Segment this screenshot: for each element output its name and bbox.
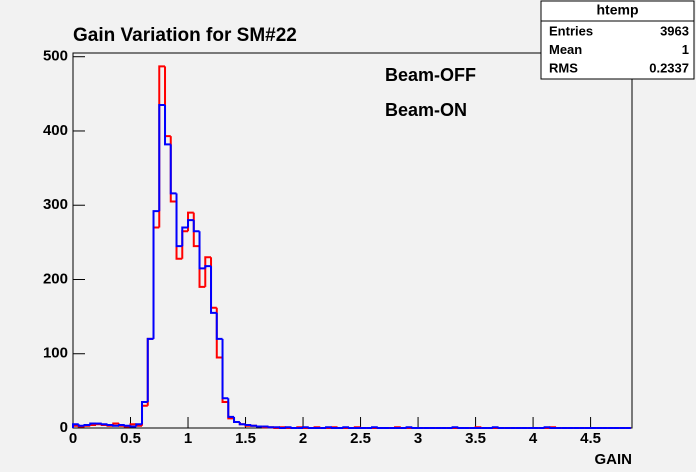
x-tick-label: 2.5 <box>350 430 371 447</box>
histogram-bin <box>549 427 557 429</box>
histogram-bin <box>221 338 229 400</box>
histogram-bin <box>279 427 286 429</box>
plot-frame <box>72 52 633 429</box>
histogram-bin <box>342 426 350 429</box>
histogram-bin <box>198 231 206 270</box>
histogram-bin <box>325 426 332 429</box>
histogram-bin <box>83 424 91 427</box>
histogram-bin <box>330 427 338 429</box>
histogram-bin <box>302 426 309 429</box>
histogram-bin <box>100 423 108 426</box>
histogram-bin <box>187 219 194 228</box>
stats-value: 0.2337 <box>649 60 689 75</box>
histogram-bin <box>77 424 85 427</box>
histogram-bin <box>175 193 183 248</box>
histogram-bin <box>215 312 223 340</box>
histogram-bin <box>244 424 252 427</box>
y-tick-label: 100 <box>43 345 68 362</box>
histogram-bin <box>497 427 505 429</box>
stats-key: Mean <box>549 42 582 57</box>
y-tick-label: 500 <box>43 48 68 65</box>
y-tick-label: 0 <box>60 419 68 436</box>
chart-title: Gain Variation for SM#22 <box>73 25 297 46</box>
histogram-bin <box>543 426 551 429</box>
x-tick-label: 0.5 <box>120 430 141 447</box>
histogram-bin <box>129 425 137 428</box>
histogram-bin <box>227 398 235 418</box>
legend-label: Beam-ON <box>385 100 467 120</box>
histogram-bin <box>169 144 177 195</box>
legend-label: Beam-OFF <box>385 65 476 85</box>
x-tick-label: 0 <box>69 430 77 447</box>
x-tick-label: 1 <box>184 430 192 447</box>
histogram-bin <box>204 256 212 287</box>
histogram-bin <box>204 265 212 269</box>
histogram-bin <box>118 424 125 427</box>
histogram-bin <box>405 426 413 429</box>
histogram-bin <box>348 427 355 429</box>
stats-title: htemp <box>597 2 639 18</box>
histogram-bin <box>106 424 114 427</box>
histogram-bin <box>158 103 166 212</box>
stats-key: RMS <box>549 60 578 75</box>
histogram-bin <box>451 426 459 429</box>
histogram-bin <box>72 423 79 428</box>
histogram-bin <box>135 423 143 427</box>
histogram-bin <box>307 427 315 429</box>
histogram-bin <box>141 401 148 425</box>
histogram-bin <box>256 425 263 428</box>
x-tick-label: 2 <box>299 430 307 447</box>
histogram-bin <box>238 422 246 426</box>
histogram-bin <box>233 416 240 424</box>
x-tick-label: 1.5 <box>235 430 256 447</box>
histogram-bin <box>192 220 200 233</box>
histogram-bin <box>250 424 258 427</box>
histogram-bin <box>181 226 189 247</box>
x-tick-label: 4.5 <box>580 430 601 447</box>
stats-key: Entries <box>549 23 593 38</box>
y-tick-label: 400 <box>43 122 68 139</box>
histogram-bin <box>411 427 419 429</box>
histogram-bin <box>112 424 120 427</box>
histogram-bin <box>210 266 217 314</box>
x-tick-label: 3 <box>414 430 422 447</box>
x-tick-label: 3.5 <box>465 430 486 447</box>
histogram-bin <box>376 427 384 429</box>
histogram-bin <box>152 210 160 339</box>
histogram-bin <box>290 427 298 429</box>
histogram-bin <box>89 422 97 426</box>
histogram-bin <box>123 424 131 427</box>
y-tick-label: 200 <box>43 270 68 287</box>
histogram-bin <box>284 426 292 429</box>
histogram-bin <box>267 426 275 429</box>
histogram-bin <box>491 426 499 429</box>
histogram-bin <box>164 104 171 146</box>
histogram-bin <box>146 337 154 403</box>
x-axis-label: GAIN <box>595 451 633 468</box>
stats-box <box>540 0 695 80</box>
y-tick-label: 300 <box>43 196 68 213</box>
histogram-bin <box>457 427 465 429</box>
histogram-bin <box>89 424 97 427</box>
x-tick-label: 4 <box>529 430 538 447</box>
stats-value: 3963 <box>660 23 689 38</box>
histogram-bin <box>371 426 378 429</box>
stats-value: 1 <box>682 42 689 57</box>
